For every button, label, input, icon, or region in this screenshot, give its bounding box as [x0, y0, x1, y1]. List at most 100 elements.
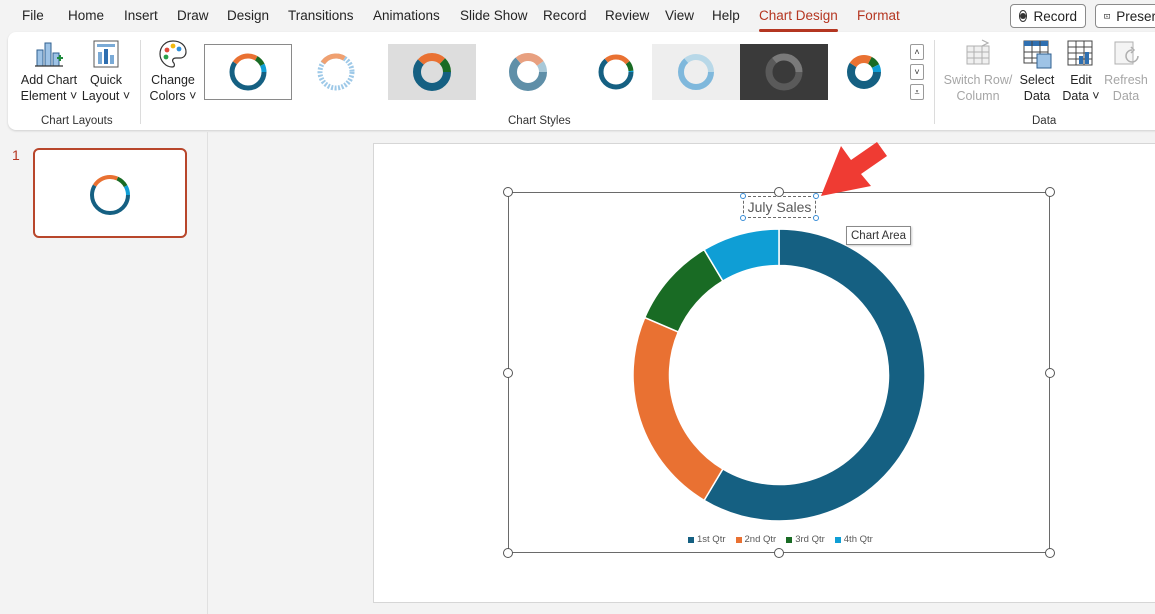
chart-style-7[interactable]: [740, 44, 828, 100]
present-button[interactable]: Preser: [1095, 4, 1155, 28]
quick-layout-line2: Layout ˅: [81, 89, 131, 103]
slide-thumbnail[interactable]: [33, 148, 187, 238]
tab-chart-design[interactable]: Chart Design: [759, 8, 838, 32]
resize-handle-bottom-left[interactable]: [503, 548, 513, 558]
pane-divider: [207, 132, 208, 614]
chart-style-8-preview: [847, 55, 881, 89]
select-data-button[interactable]: Select Data: [1016, 38, 1058, 104]
refresh-data-button[interactable]: Refresh Data: [1104, 38, 1148, 104]
resize-handle-left[interactable]: [503, 368, 513, 378]
tab-file[interactable]: File: [22, 8, 44, 23]
chart-style-2[interactable]: [292, 44, 380, 100]
chart-style-3[interactable]: [388, 44, 476, 100]
edit-data-line2: Data ˅: [1062, 89, 1100, 103]
tab-transitions[interactable]: Transitions: [288, 8, 354, 23]
chart-area[interactable]: [508, 192, 1050, 553]
slide-number: 1: [12, 147, 20, 163]
tab-insert[interactable]: Insert: [124, 8, 158, 23]
chart-style-6[interactable]: [652, 44, 740, 100]
resize-handle-bottom[interactable]: [774, 548, 784, 558]
chart-style-5[interactable]: [572, 44, 660, 100]
edit-data-button[interactable]: Edit Data ˅: [1060, 38, 1102, 104]
tab-help[interactable]: Help: [712, 8, 740, 23]
chart-style-6-preview: [678, 54, 714, 90]
legend-item-q3[interactable]: 3rd Qtr: [786, 534, 825, 545]
gallery-scroll-up[interactable]: ˄: [910, 44, 924, 60]
record-button[interactable]: Record: [1010, 4, 1086, 28]
chart-style-4[interactable]: [484, 44, 572, 100]
quick-layout-icon: [93, 40, 119, 68]
title-handle-bottom-left[interactable]: [740, 215, 746, 221]
add-chart-element-icon: [35, 42, 63, 67]
switch-row-column-icon: [966, 39, 990, 65]
legend-label: 3rd Qtr: [795, 534, 825, 545]
quick-layout-line1: Quick: [90, 73, 122, 87]
legend-swatch: [735, 536, 742, 543]
chart-styles-group-label: Chart Styles: [508, 115, 571, 127]
gallery-more[interactable]: ⩡: [910, 84, 924, 100]
tab-animations[interactable]: Animations: [373, 8, 440, 23]
change-colors-line2: Colors ˅: [149, 89, 197, 103]
record-button-label: Record: [1033, 8, 1077, 24]
legend-label: 2nd Qtr: [744, 534, 777, 545]
quick-layout-button[interactable]: Quick Layout ˅: [80, 38, 132, 104]
chart-style-1[interactable]: [204, 44, 292, 100]
switch-row-column-line2: Column: [956, 89, 1000, 103]
gallery-scroll-down[interactable]: ˅: [910, 64, 924, 80]
tab-view[interactable]: View: [665, 8, 695, 23]
legend-label: 1st Qtr: [697, 534, 726, 545]
ribbon-separator: [140, 40, 141, 124]
chart-style-7-preview: [765, 53, 803, 91]
palette-icon: [159, 40, 187, 68]
menu-bar: File Home Insert Draw Design Transitions…: [0, 0, 1155, 32]
record-icon: [1019, 10, 1028, 22]
present-icon: [1104, 13, 1111, 18]
tab-draw[interactable]: Draw: [177, 8, 209, 23]
chart-legend[interactable]: 1st Qtr 2nd Qtr 3rd Qtr 4th Qtr: [688, 534, 873, 545]
red-arrow-icon: [821, 142, 887, 196]
tab-record[interactable]: Record: [543, 8, 587, 23]
chart-area-tooltip: Chart Area: [846, 226, 911, 245]
chart-style-1-preview: [229, 53, 267, 91]
chart-style-4-preview: [509, 53, 547, 91]
switch-row-column-line1: Switch Row/: [943, 73, 1013, 87]
tab-home[interactable]: Home: [68, 8, 105, 23]
edit-data-line1: Edit: [1070, 73, 1092, 87]
legend-item-q1[interactable]: 1st Qtr: [688, 534, 726, 545]
legend-swatch: [834, 536, 841, 543]
change-colors-button[interactable]: Change Colors ˅: [148, 38, 198, 104]
data-group-label: Data: [1032, 115, 1057, 127]
chart-style-8[interactable]: [820, 44, 908, 100]
chart-style-5-preview: [598, 54, 634, 90]
change-colors-line1: Change: [151, 73, 195, 87]
ribbon-separator: [934, 40, 935, 124]
present-button-label: Preser: [1116, 8, 1155, 24]
legend-item-q2[interactable]: 2nd Qtr: [735, 534, 777, 545]
resize-handle-bottom-right[interactable]: [1045, 548, 1055, 558]
resize-handle-top-right[interactable]: [1045, 187, 1055, 197]
chart-title[interactable]: July Sales: [743, 196, 816, 218]
ribbon: Add Chart Element ˅ Quick Layout ˅ Chart…: [8, 32, 1155, 130]
legend-item-q4[interactable]: 4th Qtr: [834, 534, 873, 545]
refresh-data-icon: [1114, 41, 1139, 65]
legend-swatch: [688, 536, 694, 543]
refresh-data-line2: Data: [1112, 89, 1140, 103]
chart-layouts-group-label: Chart Layouts: [41, 115, 113, 127]
switch-row-column-button[interactable]: Switch Row/ Column: [942, 38, 1014, 104]
title-handle-top-left[interactable]: [740, 193, 746, 199]
select-data-line1: Select: [1019, 73, 1055, 87]
select-data-icon: [1023, 40, 1052, 69]
tab-review[interactable]: Review: [605, 8, 650, 23]
resize-handle-top-left[interactable]: [503, 187, 513, 197]
legend-swatch: [786, 536, 793, 543]
tab-format[interactable]: Format: [857, 8, 900, 23]
legend-label: 4th Qtr: [843, 534, 873, 545]
resize-handle-right[interactable]: [1045, 368, 1055, 378]
tab-slide-show[interactable]: Slide Show: [460, 8, 528, 23]
title-handle-top-right[interactable]: [813, 193, 819, 199]
chart-style-3-preview: [413, 53, 451, 91]
title-handle-bottom-right[interactable]: [813, 215, 819, 221]
slide-thumbnail-chart: [90, 175, 130, 215]
add-chart-element-button[interactable]: Add Chart Element ˅: [18, 38, 80, 104]
tab-design[interactable]: Design: [227, 8, 270, 23]
